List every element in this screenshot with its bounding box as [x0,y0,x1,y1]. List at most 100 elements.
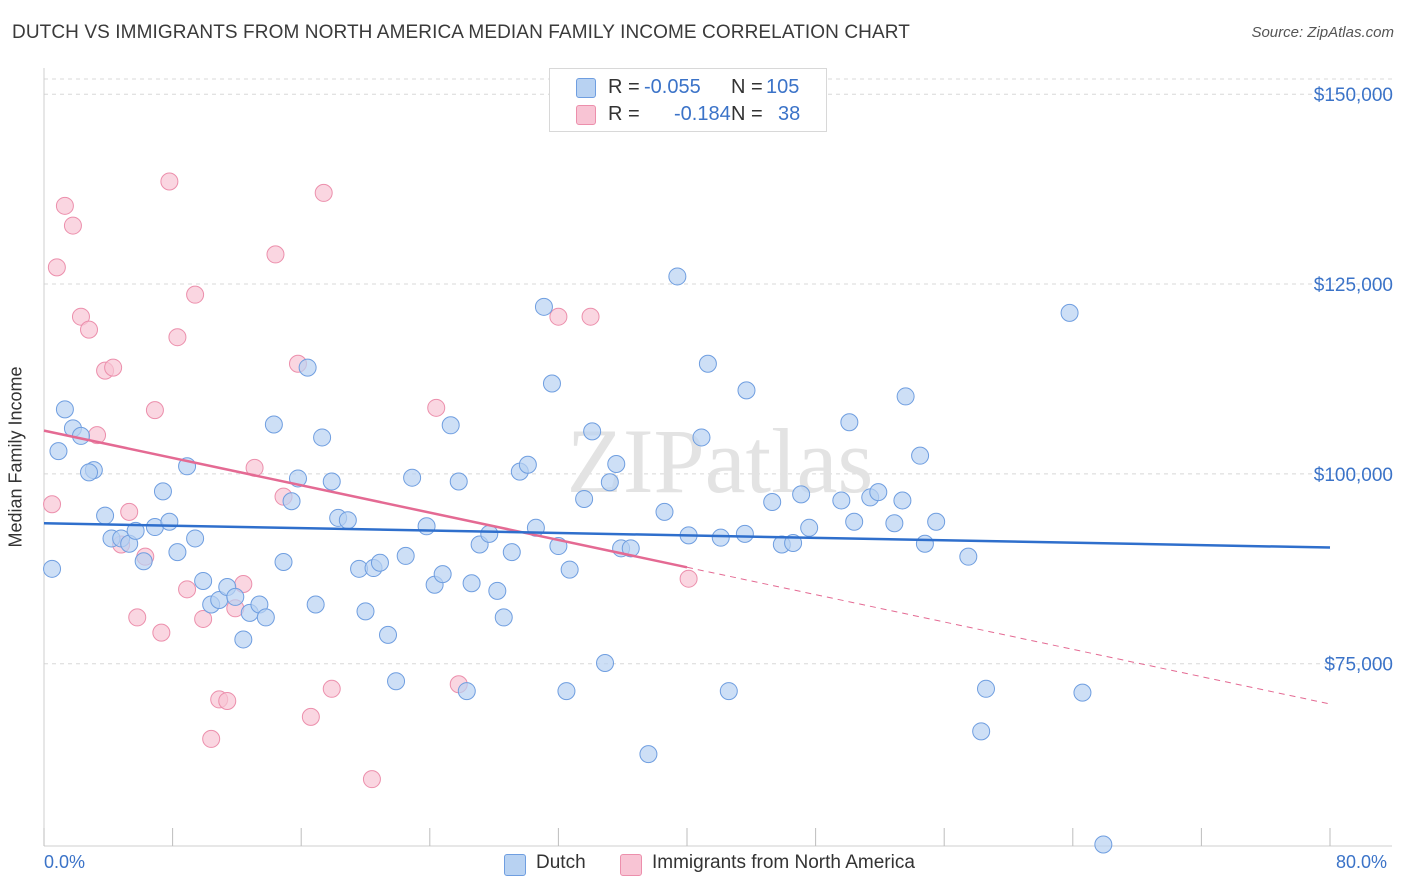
chart-title: DUTCH VS IMMIGRANTS FROM NORTH AMERICA M… [12,22,910,43]
dutch-point [80,463,99,482]
legend-label-immigrants: Immigrants from North America [652,852,915,873]
dutch-point [379,625,398,644]
dutch-point [792,485,811,504]
dutch-point [417,517,436,536]
dutch-point [186,529,205,548]
immigrants-point [145,401,164,420]
immigrants-point [47,258,66,277]
immigrants-point [314,183,333,202]
dutch-point [194,571,213,590]
dutch-point [893,491,912,510]
dutch-point [845,512,864,531]
immigrants-point [80,320,99,339]
dutch-point [655,502,674,521]
dutch-point [313,428,332,447]
dutch-points [43,267,1113,854]
immigrants-trend-line [43,429,688,569]
dutch-point [462,574,481,593]
immigrants-point [71,307,90,326]
y-tick-label: $125,000 [1314,275,1393,296]
immigrants-point [202,729,221,748]
dutch-point [356,602,375,621]
dutch-point [43,559,62,578]
immigrants-n-value: 38 [778,103,801,125]
immigrants-point [63,216,82,235]
axes [43,68,1392,847]
dutch-point [737,381,756,400]
dutch-point [959,547,978,566]
dutch-point [596,653,615,672]
r-key: R = [608,76,640,98]
dutch-point [832,491,851,510]
immigrants-point [168,328,187,347]
dutch-point [784,533,803,552]
dutch-point [256,608,275,627]
dutch-point [668,267,687,286]
immigrants-point [218,691,237,710]
dutch-point [306,595,325,614]
dutch-point [168,543,187,562]
immigrants-trend-extension [686,566,1331,705]
dutch-point [557,682,576,701]
dutch-point [494,608,513,627]
immigrants-point [104,358,123,377]
dutch-point [226,587,245,606]
dutch-point [896,387,915,406]
y-tick-labels: $75,000 $100,000 $125,000 $150,000 [1314,85,1393,676]
dutch-point [96,506,115,525]
dutch-point [1073,683,1092,702]
dutch-point [639,745,658,764]
dutch-point [800,518,819,537]
dutch-point [55,400,74,419]
dutch-point [264,415,283,434]
n-key: N = [731,103,763,125]
immigrants-point [55,196,74,215]
dutch-point [153,482,172,501]
dutch-point [763,492,782,511]
immigrants-point [322,679,341,698]
immigrants-point [362,770,381,789]
dutch-point [534,297,553,316]
dutch-point [449,472,468,491]
immigrants-points [43,172,698,789]
dutch-point [711,528,730,547]
immigrants-point [194,609,213,628]
dutch-point [322,472,341,491]
immigrants-point [152,623,171,642]
immigrants-point [160,172,179,191]
dutch-point [735,524,754,543]
x-tick-label-min: 0.0% [44,852,86,872]
dutch-r-value: -0.055 [644,76,701,98]
dutch-point [542,374,561,393]
immigrants-swatch [620,854,642,876]
dutch-point [518,455,537,474]
dutch-swatch [504,854,526,876]
immigrants-point [679,569,698,588]
immigrants-point [549,307,568,326]
dutch-point [71,426,90,445]
dutch-point [338,511,357,530]
immigrants-point [581,307,600,326]
immigrants-point [301,707,320,726]
immigrants-swatch [576,105,596,125]
dutch-point [885,514,904,533]
legend-label-dutch: Dutch [536,852,586,873]
x-tick-label-max: 80.0% [1336,852,1388,872]
dutch-point [441,416,460,435]
dutch-point [387,672,406,691]
immigrants-point [120,502,139,521]
dutch-point [560,560,579,579]
r-key: R = [608,103,640,125]
dutch-point [488,581,507,600]
dutch-trend-line [43,522,1331,549]
dutch-point [1094,835,1113,854]
dutch-point [502,543,521,562]
y-tick-label: $100,000 [1314,465,1393,486]
dutch-point [869,483,888,502]
dutch-point [457,682,476,701]
dutch-point [160,512,179,531]
dutch-point [298,358,317,377]
dutch-point [575,489,594,508]
immigrants-point [178,580,197,599]
